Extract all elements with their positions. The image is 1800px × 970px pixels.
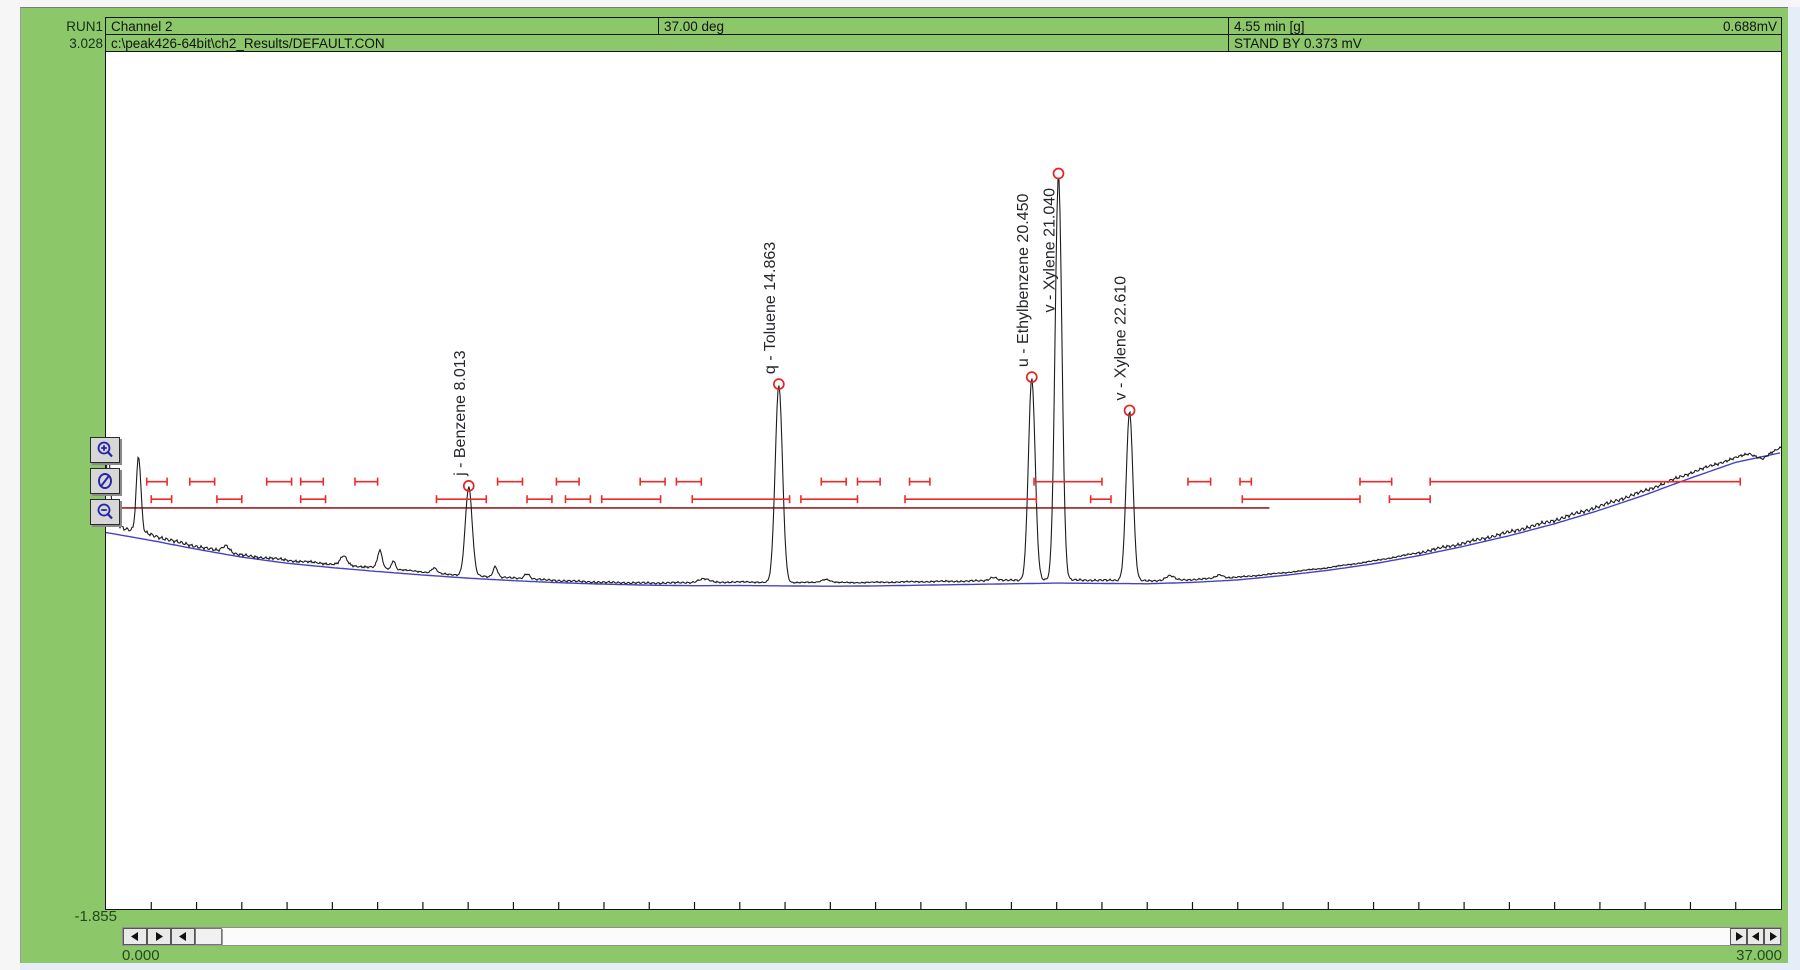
scroll-right-icon bbox=[156, 932, 163, 941]
peak-apex-marker[interactable] bbox=[1052, 167, 1065, 180]
zoom-out-button[interactable] bbox=[90, 499, 120, 525]
x-scrollbar-thumb[interactable] bbox=[195, 928, 222, 945]
scroll-right-end-button[interactable] bbox=[1764, 928, 1781, 945]
expand-right-button[interactable] bbox=[1730, 928, 1747, 945]
peak-label: v - Xylene 22.610 bbox=[1113, 276, 1130, 401]
zoom-in-icon bbox=[97, 441, 113, 458]
peak-apex-marker[interactable] bbox=[1123, 404, 1136, 417]
peak-label: q - Toluene 14.863 bbox=[762, 242, 779, 374]
header-temperature-cell: 37.00 deg bbox=[658, 17, 1229, 35]
run-time-readout: 4.55 min [g] bbox=[1234, 19, 1305, 34]
scroll-left-end-icon bbox=[1751, 932, 1759, 941]
scroll-left-button[interactable] bbox=[123, 928, 147, 945]
header-channel-cell: Channel 2 bbox=[105, 17, 659, 35]
peak-apex-marker[interactable] bbox=[462, 480, 475, 492]
y-min-readout: -1.855 bbox=[74, 908, 117, 925]
window-edge-bottom bbox=[20, 963, 1800, 970]
y-max-readout: 3.028 bbox=[69, 36, 103, 51]
scroll-left-end-button[interactable] bbox=[1747, 928, 1764, 945]
scroll-left-icon bbox=[131, 932, 138, 941]
peak-label: u - Ethylbenzene 20.450 bbox=[1015, 194, 1032, 368]
peak-label: v - Xylene 21.040 bbox=[1041, 188, 1058, 313]
zoom-out-icon bbox=[97, 503, 113, 520]
expand-right-icon bbox=[1735, 932, 1743, 941]
peak-apex-marker[interactable] bbox=[773, 378, 785, 390]
peak-apex-marker[interactable] bbox=[1025, 371, 1038, 383]
x-axis-ticks bbox=[150, 902, 1737, 909]
header-file-path-cell: c:\peak426-64bit\ch2_Results/DEFAULT.CON bbox=[105, 34, 1229, 52]
chromatogram-svg[interactable]: j - Benzene 8.013 q - Toluene 14.863 u - E… bbox=[106, 52, 1781, 909]
signal-mv-readout: 0.688mV bbox=[1722, 19, 1777, 34]
header-status-cell: STAND BY 0.373 mV bbox=[1228, 34, 1782, 52]
zoom-in-button[interactable] bbox=[90, 437, 120, 463]
zoom-none-icon bbox=[98, 473, 112, 489]
signal-trace bbox=[106, 178, 1781, 585]
window-edge-right bbox=[1788, 7, 1800, 970]
x-axis-start-label: 0.000 bbox=[122, 947, 160, 964]
header-time-signal-cell: 4.55 min [g] 0.688mV bbox=[1228, 17, 1782, 35]
peak-label: j - Benzene 8.013 bbox=[452, 350, 469, 477]
zoom-reset-button[interactable] bbox=[90, 468, 120, 494]
x-axis-end-label: 37.000 bbox=[1736, 947, 1782, 964]
expand-left-icon bbox=[179, 932, 186, 941]
x-scrollbar-track[interactable] bbox=[122, 927, 1782, 946]
chromatogram-plot-area[interactable]: j - Benzene 8.013 q - Toluene 14.863 u - E… bbox=[105, 51, 1782, 910]
scroll-right-button[interactable] bbox=[147, 928, 171, 945]
expand-left-button[interactable] bbox=[171, 928, 195, 945]
peak-labels: j - Benzene 8.013 q - Toluene 14.863 u - E… bbox=[452, 188, 1130, 477]
scroll-right-end-icon bbox=[1769, 932, 1777, 941]
integration-events bbox=[145, 477, 1742, 504]
baseline-trace bbox=[106, 452, 1781, 587]
run-number-label: RUN1 bbox=[66, 19, 103, 34]
